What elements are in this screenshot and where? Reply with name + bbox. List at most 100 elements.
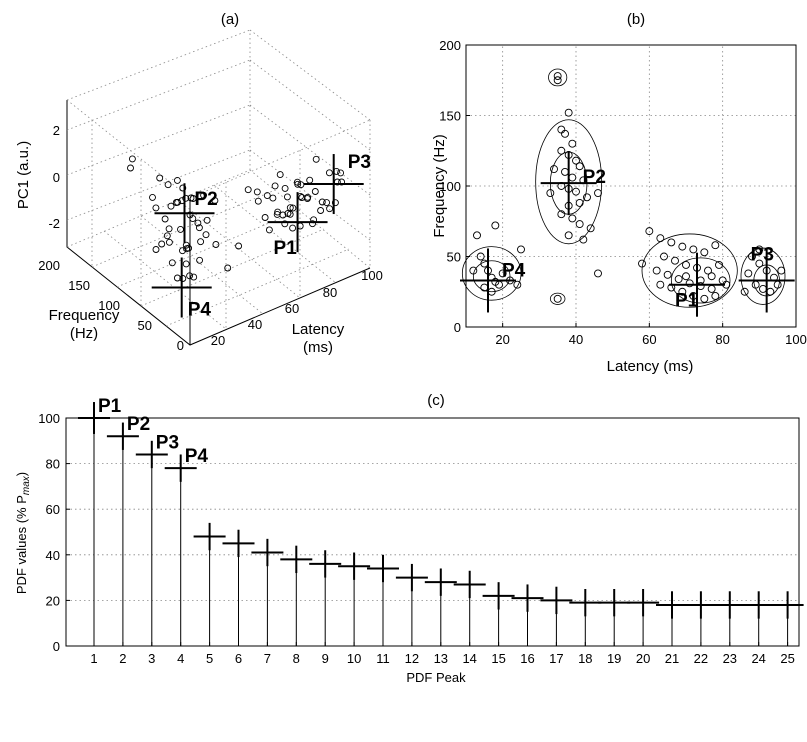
- panel-a-z-label: PC1 (a.u.): [15, 141, 32, 209]
- panel-a-point: [289, 224, 297, 232]
- panel-b-x-tick: 100: [785, 332, 807, 347]
- panel-a-point: [289, 204, 297, 212]
- panel-b-point: [480, 283, 489, 292]
- panel-c-y-tick: 0: [53, 639, 60, 654]
- panel-a-point: [173, 176, 181, 184]
- panel-a-point: [168, 259, 176, 267]
- panel-c-peak-marker: [164, 454, 197, 646]
- panel-c-peak-marker: [222, 529, 255, 646]
- panel-a-y-tick: 150: [68, 278, 90, 293]
- panel-b-point: [473, 231, 481, 240]
- panel-a-point: [196, 256, 204, 264]
- panel-c-x-tick: 7: [264, 651, 271, 666]
- panel-b-y-tick: 50: [447, 250, 461, 265]
- panel-b-point: [557, 210, 566, 219]
- panel-b-point: [700, 294, 709, 303]
- panel-b-point: [744, 269, 753, 278]
- panel-b-peak-cross: [669, 252, 725, 317]
- panel-b-point: [594, 269, 602, 278]
- panel-a-point: [158, 240, 166, 248]
- panel-a-point: [253, 188, 261, 196]
- panel-a-point: [263, 192, 271, 200]
- panel-a-point: [161, 215, 169, 223]
- panel-c-peak-marker: [309, 550, 342, 646]
- panel-c-x-tick: 21: [665, 651, 679, 666]
- panel-b-x-tick: 80: [715, 332, 729, 347]
- panel-c-x-tick: 6: [235, 651, 242, 666]
- panel-a-point: [190, 273, 198, 281]
- panel-b-ticks: 20 40 60 80 100 0 50 100 150 200: [439, 38, 807, 347]
- panel-b-point: [652, 266, 661, 275]
- panel-b-point: [568, 139, 577, 148]
- panel-c-peak-marker: [540, 586, 573, 646]
- panel-b-contour: [670, 257, 731, 304]
- panel-b-point: [740, 287, 749, 296]
- panel-a-point: [200, 191, 208, 199]
- panel-b-points: [469, 72, 786, 303]
- panel-c-peak-marker: [656, 591, 688, 646]
- panel-c-x-tick: 24: [751, 651, 765, 666]
- panel-b-point: [748, 252, 756, 261]
- panel-a-point: [326, 205, 334, 213]
- panel-c-peak-marker: [78, 402, 110, 646]
- panel-c-peak-label: P1: [98, 396, 122, 417]
- panel-a-point: [163, 232, 171, 240]
- panel-b-point: [656, 234, 665, 243]
- panel-c-x-tick: 23: [723, 651, 737, 666]
- panel-b-point: [568, 173, 577, 182]
- panel-a-point: [179, 275, 187, 282]
- panel-a-point: [311, 188, 319, 195]
- panel-a-point: [202, 231, 210, 239]
- panel-b-point: [704, 266, 712, 275]
- panel-b-title: (b): [627, 11, 645, 28]
- panel-a-x-tick: 20: [211, 333, 225, 348]
- panel-a-point: [173, 274, 181, 282]
- panel-c-y-tick: 40: [46, 548, 60, 563]
- panel-a-point: [152, 246, 160, 253]
- panel-b-point: [638, 259, 646, 268]
- panel-b-point: [777, 266, 786, 275]
- panel-a-point: [195, 224, 203, 232]
- panel-a-point: [179, 247, 186, 255]
- panel-c-peak-marker: [684, 591, 717, 646]
- panel-c-grid: [66, 463, 799, 601]
- panel-b-point: [682, 272, 690, 281]
- panel-a-point: [331, 199, 339, 207]
- panel-b-point: [572, 187, 580, 196]
- panel-b-y-label: Frequency (Hz): [431, 134, 448, 237]
- panel-a-y-tick: 100: [98, 298, 120, 313]
- panel-c-x-tick: 2: [119, 651, 126, 666]
- panel-c-x-label: PDF Peak: [406, 670, 466, 685]
- panel-b-point: [685, 279, 694, 288]
- panel-a-peak-cross: [267, 192, 328, 253]
- panel-c-peak-marker: [713, 591, 746, 646]
- panel-a-peak-cross: [303, 154, 364, 215]
- panel-a-point: [186, 272, 194, 280]
- panel-a-z-tick: 0: [53, 170, 60, 185]
- panel-a-peak-label: P1: [274, 238, 298, 259]
- panel-c-x-tick: 3: [148, 651, 155, 666]
- panel-b-peak-label: P3: [751, 244, 774, 265]
- panel-c-peak-marker: [569, 589, 602, 646]
- panel-c-axes-frame: [65, 417, 800, 647]
- panel-a-point: [318, 198, 326, 206]
- panel-a-point: [203, 216, 211, 224]
- panel-b-peak-cross: [738, 248, 795, 313]
- panel-a-x-tick: 100: [361, 268, 383, 283]
- panel-b-point: [707, 284, 716, 293]
- panel-a-point: [127, 164, 134, 172]
- panel-c-peak-marker: [193, 522, 226, 646]
- panel-a-point: [182, 194, 190, 202]
- panel-b-peak-label: P1: [675, 291, 699, 312]
- panel-a-point: [283, 193, 291, 201]
- panel-c-x-tick: 10: [347, 651, 361, 666]
- panel-b-peak-label: P2: [583, 167, 606, 188]
- panel-b-point: [759, 284, 767, 293]
- panel-b-y-tick: 150: [439, 109, 461, 124]
- panel-b-point: [656, 280, 665, 289]
- panel-a-point: [165, 225, 173, 233]
- panel-b-point: [674, 275, 683, 284]
- panel-b-contour: [549, 292, 566, 305]
